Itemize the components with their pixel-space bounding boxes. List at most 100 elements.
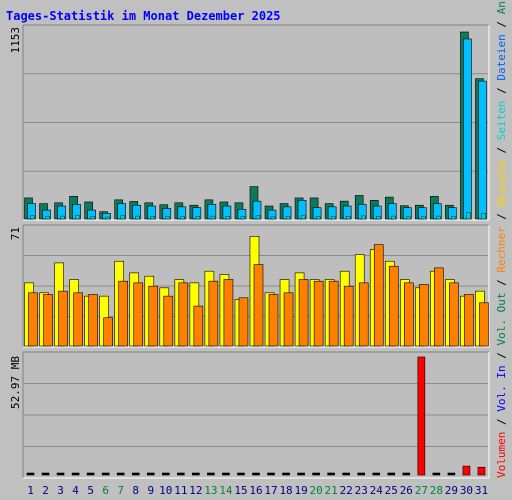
bar-seiten (120, 215, 125, 220)
bar-seiten (30, 215, 35, 220)
bar-volumen (131, 472, 140, 476)
bar-seiten (195, 216, 201, 220)
bar-seiten (436, 215, 441, 220)
bar-volumen (417, 356, 426, 476)
bar-rechner (28, 292, 38, 347)
bar-seiten (135, 215, 140, 220)
bar-volumen (357, 472, 366, 476)
x-tick-label: 2 (42, 484, 49, 497)
bar-rechner (283, 292, 294, 347)
bar-volumen (312, 472, 320, 476)
y-axis-max-label: 52.97 MB (9, 356, 22, 409)
bar-volumen (372, 472, 381, 476)
legend-item: / (495, 81, 508, 101)
bar-seiten (315, 216, 321, 220)
bar-rechner (58, 290, 68, 347)
bar-volumen (267, 472, 275, 476)
bar-rechner (148, 285, 159, 347)
bar-rechner (88, 294, 98, 347)
y-axis-max-label: 71 (9, 227, 22, 240)
bar-rechner (73, 292, 83, 347)
bar-seiten (225, 216, 231, 220)
bar-volumen (41, 472, 50, 476)
bar-seiten (90, 216, 95, 220)
bar-volumen (327, 472, 335, 476)
bar-rechner (133, 282, 144, 347)
x-tick-label: 28 (430, 484, 443, 497)
bar-seiten (240, 216, 246, 220)
x-tick-label: 12 (189, 484, 202, 497)
legend-item: / (495, 412, 508, 432)
x-tick-label: 9 (147, 484, 154, 497)
legend-item: / (495, 273, 508, 293)
bar-seiten (285, 216, 291, 220)
bar-seiten (150, 216, 155, 220)
y-axis-max-label: 1153 (9, 27, 22, 54)
bar-volumen (26, 472, 35, 476)
x-tick-label: 1 (27, 484, 34, 497)
bar-volumen (116, 472, 125, 476)
bar-seiten (60, 215, 65, 220)
x-tick-label: 13 (204, 484, 217, 497)
x-tick-label: 10 (159, 484, 172, 497)
bar-seiten (105, 216, 110, 220)
bar-rechner (238, 297, 249, 347)
x-tick-label: 29 (445, 484, 458, 497)
bar-seiten (481, 213, 486, 220)
bar-volumen (297, 472, 305, 476)
bar-rechner (449, 282, 459, 347)
bar-seiten (300, 215, 306, 220)
x-tick-label: 31 (475, 484, 488, 497)
x-tick-label: 15 (234, 484, 247, 497)
bar-rechner (464, 294, 474, 347)
bar-rechner (163, 295, 174, 347)
x-tick-label: 18 (279, 484, 292, 497)
x-tick-label: 3 (57, 484, 64, 497)
bar-seiten (406, 216, 411, 220)
bar-volumen (252, 472, 260, 476)
legend: Volumen / Vol. In / Vol. Out / Rechner /… (495, 0, 508, 478)
legend-item: Dateien (495, 34, 508, 80)
x-tick-label: 6 (102, 484, 109, 497)
bar-volumen (56, 472, 65, 476)
bar-rechner (298, 279, 309, 347)
bar-volumen (161, 472, 170, 476)
bar-rechner (118, 280, 128, 347)
bar-rechner (479, 302, 489, 347)
legend-item: Anfragen (495, 0, 508, 14)
x-tick-label: 4 (72, 484, 79, 497)
bar-seiten (391, 215, 396, 220)
bar-volumen (402, 472, 411, 476)
x-tick-label: 7 (117, 484, 124, 497)
bar-rechner (388, 265, 399, 347)
bar-volumen (432, 472, 441, 476)
bar-volumen (342, 472, 350, 476)
bar-dateien (478, 80, 487, 220)
bar-rechner (208, 280, 219, 347)
bar-rechner (43, 294, 53, 347)
x-tick-label: 26 (400, 484, 413, 497)
bar-seiten (451, 216, 456, 220)
bar-volumen (477, 466, 486, 476)
bar-volumen (86, 472, 95, 476)
chart-title: Tages-Statistik im Monat Dezember 2025 (6, 9, 281, 23)
bar-rechner (313, 280, 324, 347)
x-tick-label: 25 (385, 484, 398, 497)
bar-seiten (255, 215, 261, 220)
bar-rechner (103, 317, 113, 347)
bar-seiten (270, 216, 276, 220)
bar-rechner (193, 305, 204, 347)
bar-rechner (343, 285, 354, 347)
x-tick-label: 16 (249, 484, 262, 497)
legend-item: / (495, 206, 508, 226)
bar-volumen (222, 472, 230, 476)
bar-rechner (253, 264, 264, 347)
bar-seiten (376, 216, 381, 220)
x-tick-label: 22 (340, 484, 353, 497)
x-tick-label: 20 (310, 484, 323, 497)
bar-seiten (345, 216, 351, 220)
bar-seiten (75, 215, 80, 220)
bar-rechner (404, 282, 414, 347)
bar-seiten (45, 216, 50, 220)
